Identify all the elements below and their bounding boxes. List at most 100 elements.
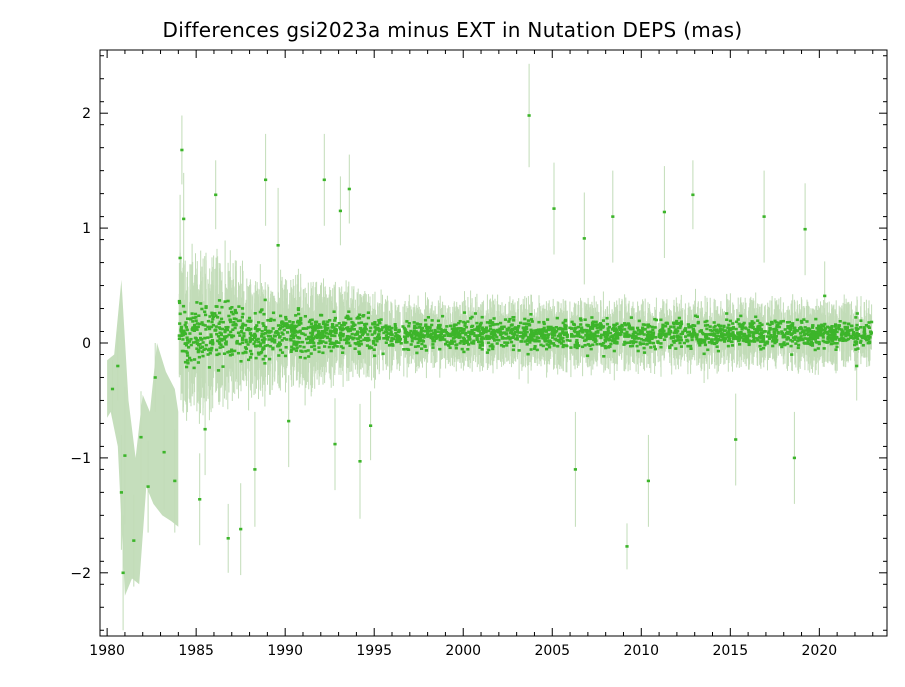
data-point [185, 328, 189, 332]
data-point [208, 351, 212, 355]
data-point [281, 333, 285, 336]
data-point [545, 343, 549, 346]
data-point [456, 335, 460, 338]
data-point [477, 327, 481, 330]
data-point [407, 322, 411, 325]
data-point [849, 336, 853, 339]
data-point [189, 343, 193, 347]
data-point [840, 337, 845, 340]
data-point [650, 334, 655, 338]
data-point [664, 335, 668, 338]
data-point [720, 328, 725, 331]
data-point [699, 340, 703, 344]
data-point [181, 338, 185, 341]
data-point [217, 322, 221, 325]
data-point [480, 336, 484, 339]
data-point [326, 320, 330, 323]
data-point [778, 343, 782, 346]
data-point [772, 330, 776, 334]
data-point [822, 347, 826, 350]
data-point [507, 326, 511, 330]
data-point [809, 340, 813, 344]
data-point [492, 331, 496, 334]
data-point [346, 317, 350, 321]
data-point [628, 341, 632, 344]
data-point [291, 336, 296, 340]
data-point [197, 355, 201, 359]
data-point [840, 334, 844, 337]
data-point [758, 321, 762, 325]
data-point [794, 335, 798, 339]
data-point [210, 346, 214, 350]
data-point [726, 339, 731, 343]
data-point [189, 337, 193, 341]
data-point [484, 326, 488, 329]
data-point [263, 328, 267, 332]
data-point [230, 350, 234, 353]
data-point [661, 330, 665, 334]
data-point [743, 339, 747, 343]
data-point [670, 343, 674, 347]
data-point [188, 340, 192, 343]
data-point [816, 347, 820, 350]
data-point [838, 327, 842, 331]
data-point [194, 327, 198, 331]
data-point [317, 350, 321, 354]
data-point [806, 340, 810, 343]
data-point [430, 323, 434, 327]
data-point [260, 308, 264, 311]
data-point [501, 345, 506, 348]
data-point [293, 329, 298, 333]
data-point [785, 330, 789, 334]
data-point [261, 348, 265, 351]
data-point [233, 326, 237, 330]
data-point [195, 322, 199, 325]
data-point [305, 327, 309, 330]
data-point [282, 337, 286, 340]
data-point [605, 334, 610, 337]
data-point [748, 322, 752, 325]
data-point [195, 301, 199, 304]
data-point [376, 336, 380, 339]
data-point [719, 324, 723, 328]
data-point [314, 325, 318, 328]
data-point [195, 347, 199, 350]
data-point [802, 318, 806, 321]
data-point [487, 329, 491, 333]
data-point [653, 336, 658, 339]
data-point [813, 348, 817, 352]
data-point [593, 337, 597, 341]
data-point [845, 338, 849, 342]
data-point [390, 339, 394, 342]
data-point [823, 322, 827, 326]
data-point [786, 326, 790, 330]
data-point [605, 322, 610, 326]
data-point [177, 299, 181, 303]
data-point [819, 330, 823, 334]
data-point [596, 331, 600, 334]
data-point [708, 328, 712, 332]
data-point [419, 323, 423, 326]
data-point [636, 349, 640, 353]
data-point [856, 327, 860, 331]
data-point [665, 321, 669, 325]
data-point [472, 342, 476, 345]
data-point [222, 338, 227, 341]
data-point [234, 323, 238, 327]
data-point [249, 356, 253, 359]
data-point [284, 315, 288, 319]
data-point [480, 326, 484, 329]
data-point [646, 336, 650, 339]
data-point [780, 332, 784, 335]
data-point [803, 326, 807, 329]
data-point [807, 333, 811, 337]
data-point [537, 336, 541, 340]
data-point [759, 348, 763, 351]
data-point [731, 333, 735, 337]
data-point [738, 334, 742, 337]
data-point [249, 349, 253, 353]
data-point [585, 323, 589, 327]
data-point [343, 338, 347, 342]
data-point [813, 338, 817, 341]
